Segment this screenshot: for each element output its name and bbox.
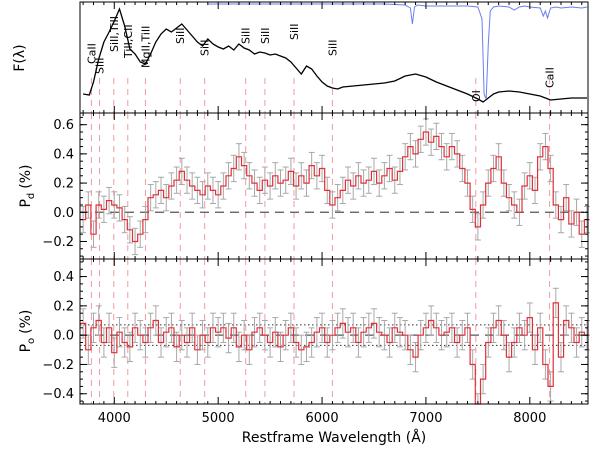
po-ytick-label-0: −0.4 xyxy=(42,387,74,402)
x-tick-label-3: 7000 xyxy=(409,411,442,426)
po-ytick-label-4: 0.4 xyxy=(53,270,74,285)
pd-ytick-label-3: 0.4 xyxy=(53,147,74,162)
flux-ylabel: F(λ) xyxy=(12,44,28,71)
flux-line-label-10: SiII xyxy=(326,39,339,56)
po-axis-ticks: −0.4 −0.2 0.0 0.2 0.4 xyxy=(42,259,588,404)
po-ylabel: Po (%) xyxy=(18,310,37,353)
x-tick-label-2: 6000 xyxy=(306,411,339,426)
po-ylabel-main: P xyxy=(18,344,34,352)
po-series xyxy=(80,287,590,405)
po-ytick-label-3: 0.2 xyxy=(53,299,74,314)
x-tick-label-0: 4000 xyxy=(98,411,131,426)
flux-line-label-0: CaII xyxy=(85,43,98,64)
flux-x-ticks xyxy=(82,2,583,113)
flux-line-label-11: OI xyxy=(470,90,483,102)
pd-series xyxy=(80,118,590,256)
pd-ytick-label-4: 0.6 xyxy=(53,118,74,133)
flux-line-label-5: SiII xyxy=(174,27,187,44)
pd-step-line xyxy=(80,131,590,243)
flux-line-label-3: TiII,CII xyxy=(122,24,135,59)
pd-ytick-label-2: 0.2 xyxy=(53,177,74,192)
flux-spectrum-line xyxy=(82,7,587,103)
pd-ylabel-sub: d xyxy=(26,193,37,199)
pd-ylabel-main: P xyxy=(18,199,34,207)
po-step-line xyxy=(80,302,590,405)
x-tick-label-1: 5000 xyxy=(202,411,235,426)
flux-line-label-7: SiII xyxy=(240,27,253,44)
flux-line-label-6: SiII xyxy=(199,39,212,56)
pd-ylabel-unit: (%) xyxy=(18,164,34,188)
pd-line-markers xyxy=(90,113,551,259)
flux-frame xyxy=(79,1,589,114)
flux-line-label-12: CaII xyxy=(544,67,557,88)
pd-ytick-label-0: −0.2 xyxy=(42,235,74,250)
po-ylabel-sub: o xyxy=(26,338,37,344)
po-ytick-label-2: 0.0 xyxy=(53,329,74,344)
pd-panel: −0.2 0.0 0.2 0.4 0.6 Pd (%) xyxy=(18,112,590,260)
po-line-markers xyxy=(90,259,551,404)
telluric-line xyxy=(207,3,588,100)
x-axis-title: Restframe Wavelength (Å) xyxy=(242,429,426,446)
flux-line-label-4: MgII,TiII xyxy=(139,26,152,68)
pd-ytick-label-1: 0.0 xyxy=(53,206,74,221)
flux-line-markers xyxy=(90,78,551,113)
po-ylabel-unit: (%) xyxy=(18,310,34,334)
pd-ylabel: Pd (%) xyxy=(18,164,37,207)
flux-line-label-2: SiII,TiII xyxy=(108,16,121,52)
flux-line-label-9: SiII xyxy=(288,23,301,40)
flux-line-label-8: SiII xyxy=(259,27,272,44)
po-ytick-label-1: −0.2 xyxy=(42,358,74,373)
x-tick-label-4: 8000 xyxy=(513,411,546,426)
po-frame xyxy=(79,258,589,405)
flux-line-label-1: SiII xyxy=(94,57,107,74)
po-panel: −0.4 −0.2 0.0 0.2 0.4 Po (%) xyxy=(18,258,590,405)
